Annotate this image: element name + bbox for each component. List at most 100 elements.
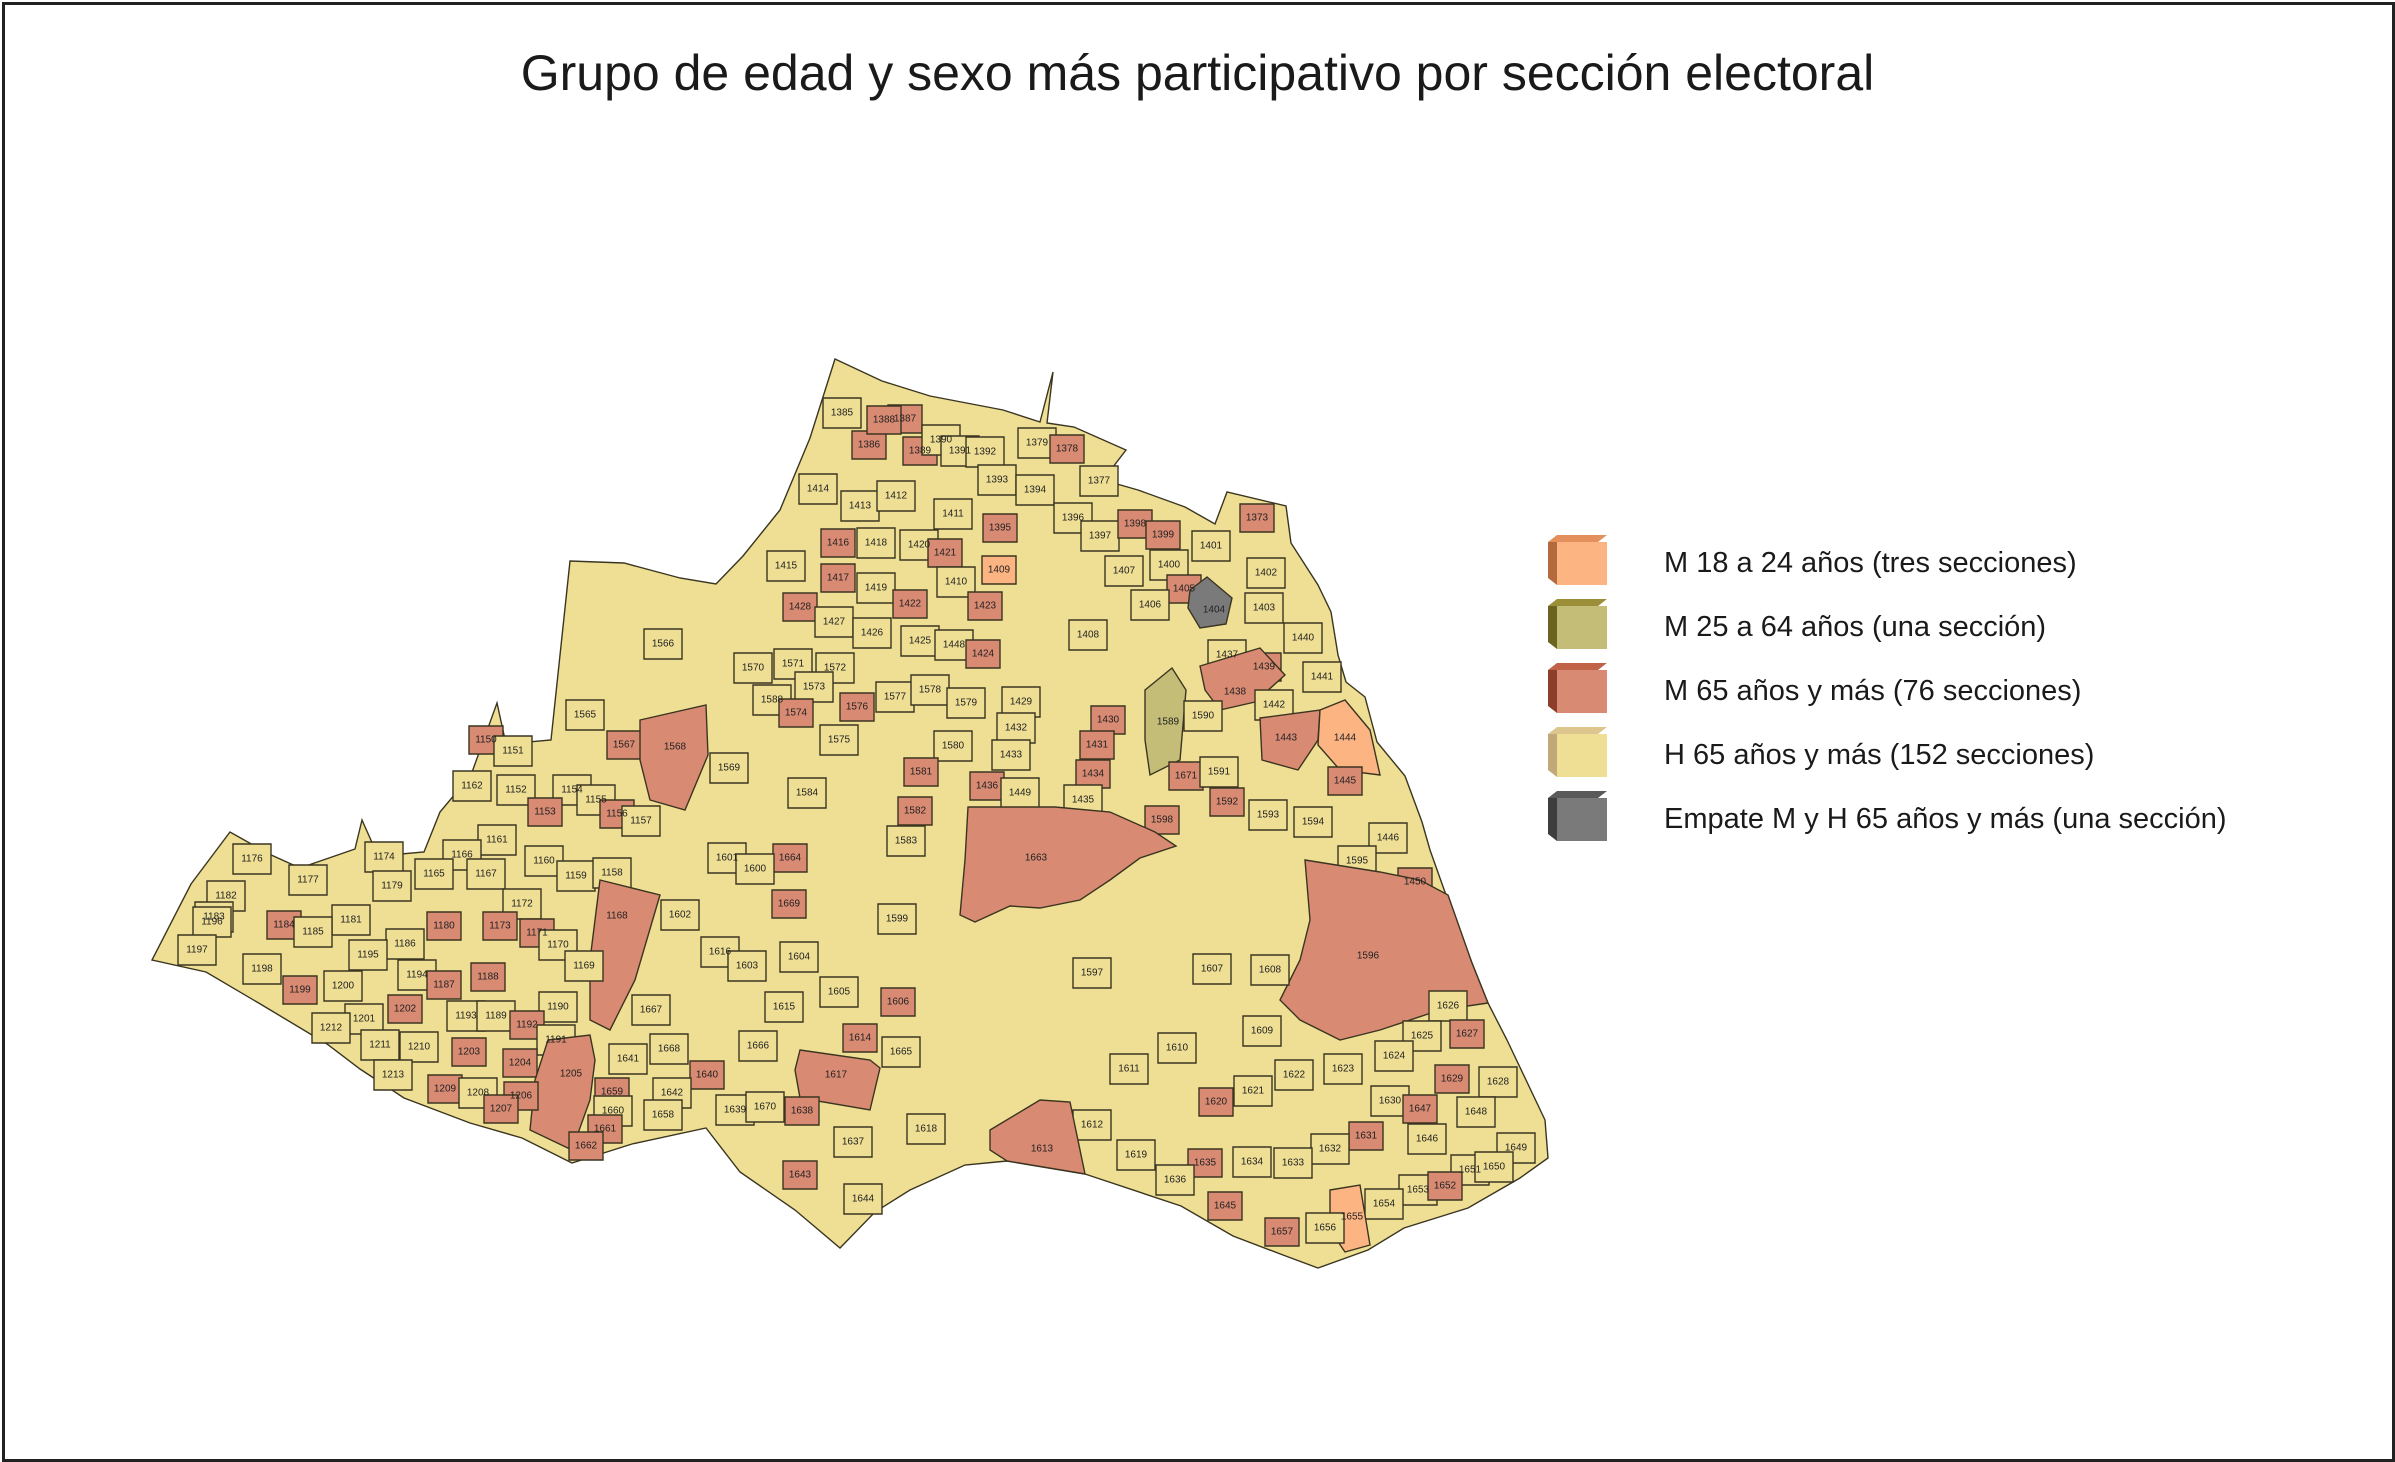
section-1623 [1323, 1053, 1363, 1085]
legend-swatch-top [1548, 791, 1607, 798]
section-label-1406: 1406 [1139, 600, 1162, 611]
section-1654 [1364, 1188, 1404, 1220]
section-1444 [1317, 699, 1381, 776]
section-label-1397: 1397 [1089, 531, 1112, 542]
legend-swatch-top [1548, 599, 1607, 606]
section-label-1665: 1665 [890, 1047, 913, 1058]
section-1159 [556, 860, 596, 892]
section-label-1591: 1591 [1208, 767, 1231, 778]
legend-swatch-side [1548, 542, 1557, 585]
section-1605 [819, 976, 859, 1008]
section-label-1213: 1213 [382, 1070, 405, 1081]
section-label-1627: 1627 [1456, 1029, 1479, 1040]
section-label-1644: 1644 [852, 1194, 875, 1205]
section-label-1403: 1403 [1253, 603, 1276, 614]
section-label-1659: 1659 [601, 1087, 624, 1098]
section-label-1576: 1576 [846, 702, 869, 713]
section-1395 [982, 513, 1018, 543]
section-label-1206: 1206 [510, 1091, 533, 1102]
section-1593 [1248, 799, 1288, 831]
section-label-1181: 1181 [340, 915, 362, 926]
section-1573 [794, 671, 834, 703]
section-label-1428: 1428 [789, 602, 812, 613]
section-label-1385: 1385 [831, 408, 854, 419]
section-label-1583: 1583 [895, 836, 918, 847]
section-1657 [1264, 1217, 1300, 1247]
section-1584 [787, 777, 827, 809]
section-label-1439: 1439 [1253, 662, 1276, 673]
section-label-1165: 1165 [423, 869, 445, 880]
section-label-1442: 1442 [1263, 700, 1286, 711]
section-1633 [1273, 1147, 1313, 1179]
section-label-1636: 1636 [1164, 1175, 1187, 1186]
section-1162 [452, 770, 492, 802]
section-label-1430: 1430 [1097, 715, 1120, 726]
section-1579 [946, 687, 986, 719]
section-label-1190: 1190 [547, 1002, 569, 1013]
section-1638 [784, 1096, 820, 1126]
section-label-1199: 1199 [289, 985, 311, 996]
section-label-1185: 1185 [302, 927, 324, 938]
section-label-1569: 1569 [718, 763, 741, 774]
section-1388 [866, 405, 902, 435]
legend-swatch-side [1548, 734, 1557, 777]
section-1624 [1374, 1040, 1414, 1072]
section-label-1640: 1640 [696, 1070, 719, 1081]
section-1602 [660, 899, 700, 931]
section-1412 [876, 480, 916, 512]
section-label-1414: 1414 [807, 484, 830, 495]
section-1606 [880, 987, 916, 1017]
section-label-1445: 1445 [1334, 776, 1357, 787]
section-1619 [1116, 1139, 1156, 1171]
section-label-1438: 1438 [1224, 687, 1247, 698]
section-1402 [1246, 557, 1286, 589]
section-1581 [903, 757, 939, 787]
section-1591 [1199, 756, 1239, 788]
section-1570 [733, 652, 773, 684]
section-label-1196: 1196 [201, 917, 223, 928]
section-1203 [451, 1037, 487, 1067]
section-1665 [881, 1036, 921, 1068]
section-label-1623: 1623 [1332, 1064, 1355, 1075]
section-label-1607: 1607 [1201, 964, 1224, 975]
section-1645 [1207, 1191, 1243, 1221]
legend-label: H 65 años y más (152 secciones) [1664, 739, 2094, 771]
section-1597 [1072, 957, 1112, 989]
section-label-1195: 1195 [357, 950, 379, 961]
section-1656 [1305, 1212, 1345, 1244]
section-label-1402: 1402 [1255, 568, 1278, 579]
section-1618 [906, 1113, 946, 1145]
section-label-1599: 1599 [886, 914, 909, 925]
section-label-1666: 1666 [747, 1041, 770, 1052]
section-1177 [288, 864, 328, 896]
section-label-1425: 1425 [909, 636, 932, 647]
section-label-1201: 1201 [353, 1014, 376, 1025]
section-label-1593: 1593 [1257, 810, 1280, 821]
section-label-1603: 1603 [736, 961, 759, 972]
section-label-1624: 1624 [1383, 1051, 1406, 1062]
section-1151 [493, 735, 533, 767]
section-label-1171: 1171 [526, 928, 548, 939]
section-label-1588: 1588 [761, 695, 784, 706]
section-1185 [293, 916, 333, 948]
legend-swatch-side [1548, 670, 1557, 713]
section-label-1419: 1419 [865, 583, 888, 594]
section-1600 [735, 853, 775, 885]
section-label-1179: 1179 [381, 881, 403, 892]
section-label-1157: 1157 [630, 816, 652, 827]
section-label-1571: 1571 [782, 659, 805, 670]
section-1671 [1168, 761, 1204, 791]
section-label-1169: 1169 [573, 961, 595, 972]
section-label-1441: 1441 [1311, 672, 1334, 683]
section-label-1611: 1611 [1118, 1064, 1140, 1075]
legend-swatch [1557, 606, 1607, 649]
section-1636 [1155, 1164, 1195, 1196]
section-label-1657: 1657 [1271, 1227, 1294, 1238]
section-label-1391: 1391 [949, 446, 972, 457]
section-label-1431: 1431 [1086, 740, 1109, 751]
section-label-1411: 1411 [942, 509, 964, 520]
legend-swatch [1557, 798, 1607, 841]
section-label-1422: 1422 [899, 599, 922, 610]
section-label-1429: 1429 [1010, 697, 1033, 708]
section-1608 [1250, 954, 1290, 986]
